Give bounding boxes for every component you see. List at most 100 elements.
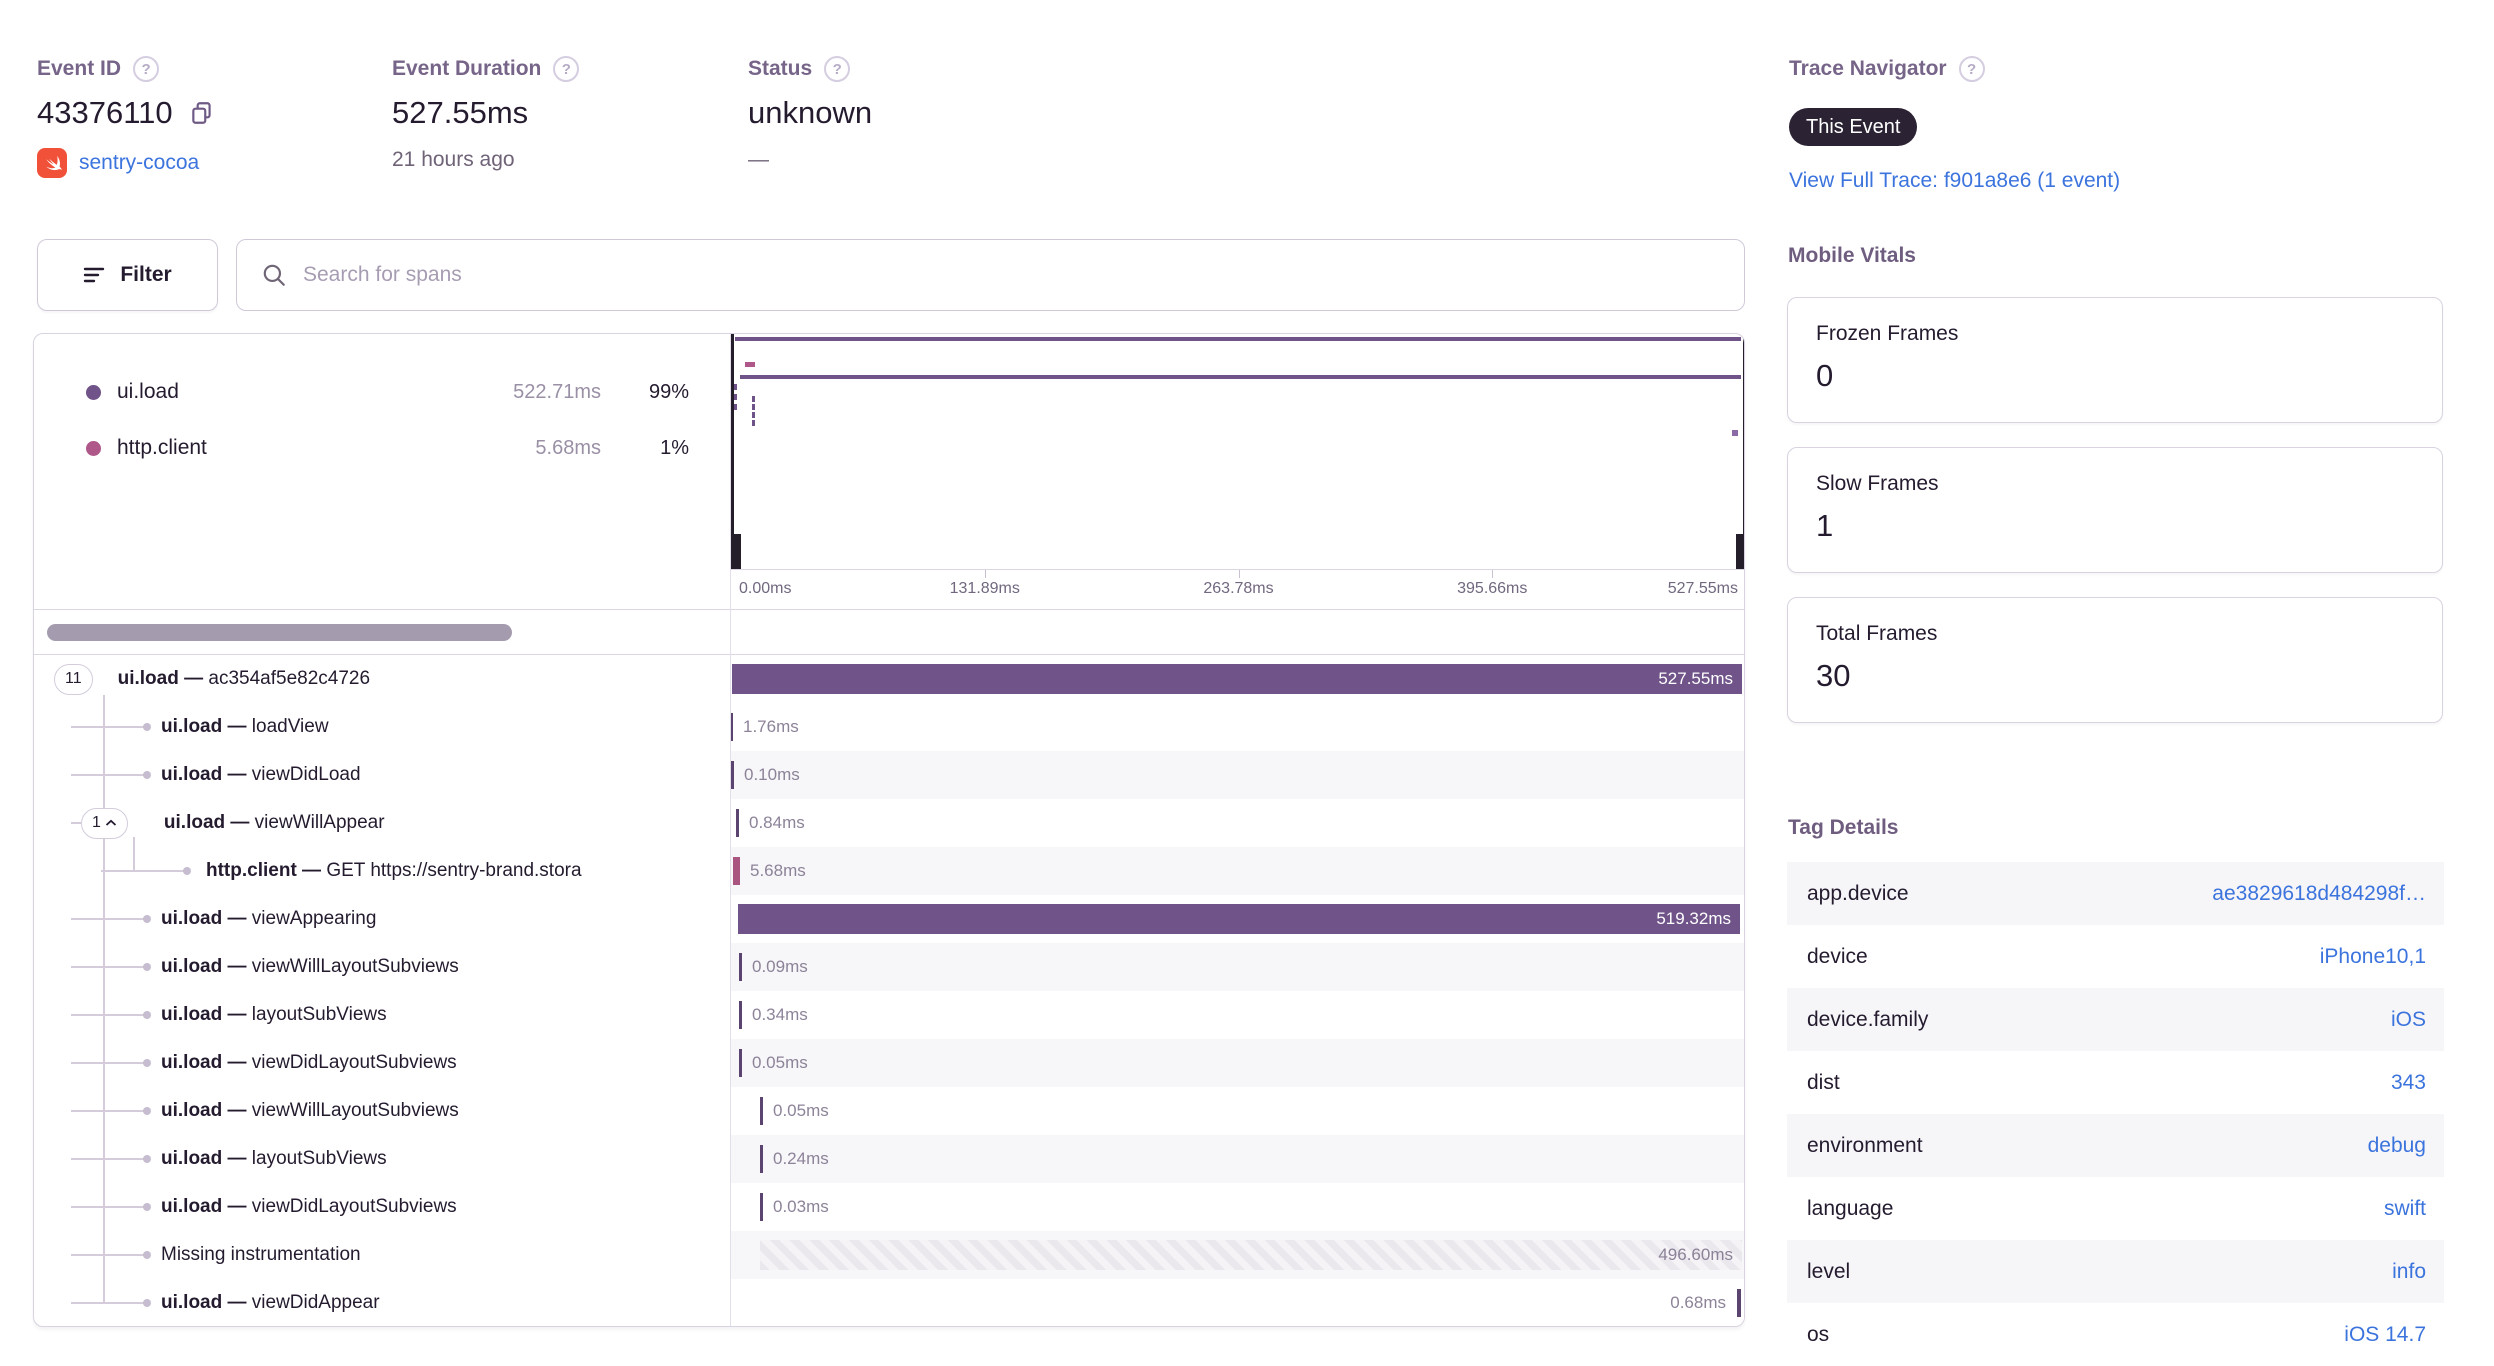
- span-duration-cell[interactable]: 5.68ms: [730, 847, 1744, 895]
- help-icon[interactable]: ?: [1958, 56, 1985, 82]
- minimap-left-handle[interactable]: [731, 334, 734, 569]
- vital-label: Frozen Frames: [1816, 322, 1959, 345]
- span-tree-cell[interactable]: ui.load — viewDidLayoutSubviews: [34, 1183, 730, 1231]
- legend-item-http.client[interactable]: http.client 5.68ms 1%: [34, 420, 730, 476]
- legend-percent: 99%: [648, 380, 689, 403]
- span-tree-cell[interactable]: ui.load — viewWillLayoutSubviews: [34, 1087, 730, 1135]
- span-tick[interactable]: [731, 761, 734, 789]
- span-tick[interactable]: [760, 1193, 763, 1221]
- span-tick[interactable]: [736, 809, 739, 837]
- span-duration-cell[interactable]: 519.32ms: [730, 895, 1744, 943]
- legend-percent: 1%: [660, 436, 689, 459]
- span-tick[interactable]: [739, 1001, 742, 1029]
- scrollbar-thumb[interactable]: [47, 624, 512, 641]
- span-duration-cell[interactable]: 0.03ms: [730, 1183, 1744, 1231]
- span-duration-cell[interactable]: 0.05ms: [730, 1039, 1744, 1087]
- span-duration-cell[interactable]: 0.10ms: [730, 751, 1744, 799]
- span-duration-cell[interactable]: 496.60ms: [730, 1231, 1744, 1279]
- status-sub: —: [748, 148, 769, 171]
- span-tree-cell[interactable]: 1 ui.load — viewWillAppear: [34, 799, 730, 847]
- span-tree-cell[interactable]: ui.load — loadView: [34, 703, 730, 751]
- tree-connector: [71, 1158, 147, 1160]
- legend-dot-icon: [86, 384, 101, 400]
- help-icon[interactable]: ?: [824, 56, 851, 82]
- search-input[interactable]: [303, 263, 1720, 287]
- filter-lines-icon: [83, 266, 105, 284]
- view-full-trace-link[interactable]: View Full Trace: f901a8e6 (1 event): [1789, 169, 2121, 192]
- span-description: ui.load — viewDidLoad: [161, 764, 361, 785]
- span-bar[interactable]: 527.55ms: [732, 664, 1742, 694]
- span-duration-cell[interactable]: 0.05ms: [730, 1087, 1744, 1135]
- span-tick[interactable]: [730, 713, 733, 741]
- span-tick[interactable]: [760, 1145, 763, 1173]
- project-link[interactable]: sentry-cocoa: [79, 151, 200, 174]
- span-row: 1 ui.load — viewWillAppear 0.84ms: [34, 799, 1744, 847]
- span-tree-cell[interactable]: ui.load — viewAppearing: [34, 895, 730, 943]
- trace-minimap[interactable]: [731, 334, 1744, 569]
- tag-row: dist 343: [1787, 1051, 2444, 1114]
- span-tree-cell[interactable]: 11 ui.load — ac354af5e82c4726: [34, 655, 730, 703]
- span-row: ui.load — layoutSubViews 0.24ms: [34, 1135, 1744, 1183]
- help-icon[interactable]: ?: [133, 56, 160, 82]
- tag-value-link[interactable]: swift: [2384, 1196, 2426, 1220]
- span-duration-cell[interactable]: 527.55ms: [730, 655, 1744, 703]
- span-duration-cell[interactable]: 0.68ms: [730, 1279, 1744, 1326]
- tag-key: dist: [1807, 1070, 1840, 1094]
- span-tick[interactable]: [739, 1049, 742, 1077]
- tag-value-link[interactable]: iOS 14.7: [2344, 1322, 2426, 1346]
- span-tree-cell[interactable]: ui.load — viewDidLoad: [34, 751, 730, 799]
- span-duration-label: 0.03ms: [773, 1197, 829, 1216]
- minimap-right-handle[interactable]: [1743, 334, 1744, 569]
- tag-value-link[interactable]: ae3829618d484298f…: [2212, 881, 2426, 905]
- span-tree-cell[interactable]: ui.load — layoutSubViews: [34, 991, 730, 1039]
- missing-instrumentation-bar[interactable]: 496.60ms: [760, 1240, 1742, 1270]
- tree-connector: [71, 918, 147, 920]
- span-duration-cell[interactable]: 0.84ms: [730, 799, 1744, 847]
- vital-label: Total Frames: [1816, 622, 1938, 645]
- span-duration-cell[interactable]: 0.34ms: [730, 991, 1744, 1039]
- minimap-left-grip[interactable]: [731, 534, 741, 569]
- tag-value-link[interactable]: iOS: [2390, 1007, 2426, 1031]
- span-tree-cell[interactable]: ui.load — viewWillLayoutSubviews: [34, 943, 730, 991]
- span-description: Missing instrumentation: [161, 1244, 361, 1265]
- span-description: ui.load — loadView: [161, 716, 329, 737]
- span-children-toggle[interactable]: 11: [54, 663, 93, 695]
- copy-icon[interactable]: [189, 100, 215, 126]
- tree-connector: [71, 774, 147, 776]
- tree-node-dot: [143, 1203, 151, 1211]
- help-icon[interactable]: ?: [553, 56, 580, 82]
- vital-card: Total Frames 30: [1787, 597, 2443, 723]
- span-bar[interactable]: 519.32ms: [738, 904, 1740, 934]
- event-duration-label: Event Duration: [392, 57, 542, 80]
- span-tick[interactable]: [733, 857, 740, 885]
- span-tree-cell[interactable]: ui.load — viewDidAppear: [34, 1279, 730, 1326]
- span-duration-cell[interactable]: 0.24ms: [730, 1135, 1744, 1183]
- tag-value-link[interactable]: debug: [2367, 1133, 2426, 1157]
- tag-value-link[interactable]: info: [2392, 1259, 2426, 1283]
- span-tick[interactable]: [1737, 1289, 1741, 1317]
- span-tick[interactable]: [739, 953, 742, 981]
- span-duration-label: 0.10ms: [744, 765, 800, 784]
- minimap-right-grip[interactable]: [1736, 534, 1744, 569]
- vital-label: Slow Frames: [1816, 472, 1939, 495]
- tag-value-link[interactable]: 343: [2390, 1070, 2426, 1094]
- status-label: Status: [748, 57, 813, 80]
- span-children-toggle[interactable]: 1: [81, 807, 128, 839]
- tree-connector: [71, 1062, 147, 1064]
- span-duration-cell[interactable]: 1.76ms: [730, 703, 1744, 751]
- span-tree-cell[interactable]: ui.load — viewDidLayoutSubviews: [34, 1039, 730, 1087]
- span-duration-cell[interactable]: 0.09ms: [730, 943, 1744, 991]
- span-tree-cell[interactable]: ui.load — layoutSubViews: [34, 1135, 730, 1183]
- span-tree-cell[interactable]: http.client — GET https://sentry-brand.s…: [34, 847, 730, 895]
- span-search[interactable]: [236, 239, 1745, 311]
- span-tick[interactable]: [760, 1097, 763, 1125]
- span-tree-cell[interactable]: Missing instrumentation: [34, 1231, 730, 1279]
- legend-item-ui.load[interactable]: ui.load 522.71ms 99%: [34, 364, 730, 420]
- event-duration-column: Event Duration ? 527.55ms 21 hours ago: [392, 56, 580, 172]
- filter-button[interactable]: Filter: [37, 239, 218, 311]
- vital-value: 1: [1816, 508, 1834, 543]
- span-row: ui.load — viewDidAppear 0.68ms: [34, 1279, 1744, 1326]
- span-description: ui.load — layoutSubViews: [161, 1004, 387, 1025]
- tag-value-link[interactable]: iPhone10,1: [2319, 944, 2426, 968]
